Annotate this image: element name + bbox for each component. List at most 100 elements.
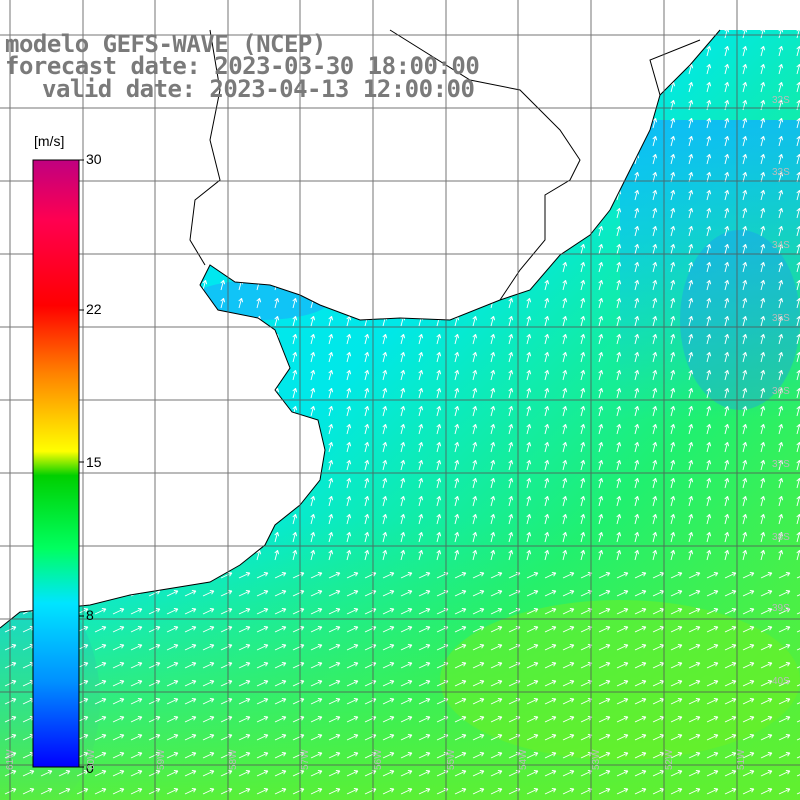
- wind-arrow: [112, 153, 118, 165]
- wind-arrow: [256, 477, 262, 489]
- wind-arrow: [220, 441, 226, 453]
- wind-arrow: [796, 626, 800, 633]
- colorbar-tick-label: 22: [86, 301, 102, 317]
- wind-arrow: [346, 351, 352, 363]
- wind-arrow: [688, 752, 701, 759]
- wind-arrow: [202, 441, 208, 453]
- wind-arrow: [4, 189, 10, 201]
- wind-arrow: [130, 549, 136, 561]
- wind-arrow: [400, 387, 406, 399]
- wind-arrow: [148, 495, 154, 507]
- wind-arrow: [130, 477, 136, 489]
- wind-arrow: [4, 423, 10, 435]
- wind-arrow: [670, 698, 683, 705]
- wind-arrow: [616, 261, 622, 273]
- wind-arrow: [166, 477, 172, 489]
- wind-arrow: [580, 261, 586, 273]
- wind-arrow: [778, 351, 784, 363]
- wind-arrow: [130, 333, 136, 345]
- wind-arrow: [328, 459, 334, 471]
- wind-arrow: [616, 351, 622, 363]
- wind-arrow: [148, 662, 161, 669]
- wind-arrow: [688, 135, 694, 147]
- wind-arrow: [400, 770, 413, 777]
- wind-arrow: [220, 351, 226, 363]
- wind-arrow: [22, 207, 28, 219]
- wind-arrow: [346, 423, 352, 435]
- wind-arrow: [274, 117, 280, 129]
- wind-arrow: [94, 495, 100, 507]
- wind-arrow: [148, 734, 161, 741]
- lat-label: 32S: [772, 95, 790, 106]
- wind-arrow: [778, 788, 791, 795]
- wind-arrow: [184, 608, 197, 615]
- wind-arrow: [292, 626, 305, 633]
- wind-arrow: [616, 770, 629, 777]
- wind-arrow: [526, 590, 539, 597]
- wind-arrow: [742, 45, 748, 57]
- wind-arrow: [490, 279, 496, 291]
- wind-arrow: [328, 30, 334, 39]
- wind-arrow: [166, 531, 172, 543]
- wind-arrow: [688, 531, 694, 543]
- wind-arrow: [778, 608, 791, 615]
- wind-arrow: [526, 608, 539, 615]
- wind-arrow: [328, 770, 341, 777]
- wind-arrow: [689, 10, 693, 20]
- wind-arrow: [544, 770, 557, 777]
- wind-arrow: [310, 117, 316, 129]
- wind-arrow: [166, 387, 172, 399]
- wind-arrow: [400, 117, 406, 129]
- wind-arrow: [184, 387, 190, 399]
- wind-arrow: [346, 531, 352, 543]
- wind-arrow: [418, 30, 424, 39]
- wind-arrow: [95, 10, 99, 20]
- wind-arrow: [472, 788, 485, 795]
- wind-arrow: [670, 30, 676, 39]
- wind-arrow: [328, 207, 334, 219]
- wind-arrow: [580, 531, 586, 543]
- wind-arrow: [562, 315, 568, 327]
- wind-arrow: [508, 369, 514, 381]
- wind-arrow: [454, 513, 460, 525]
- wind-arrow: [400, 572, 413, 579]
- wind-arrow: [634, 590, 647, 597]
- wind-arrow: [292, 279, 298, 291]
- wind-arrow: [526, 279, 532, 291]
- wind-arrow: [256, 572, 269, 579]
- wind-arrow: [670, 531, 676, 543]
- wind-arrow: [4, 441, 10, 453]
- wind-arrow: [4, 459, 10, 471]
- wind-arrow: [706, 788, 719, 795]
- wind-arrow: [598, 387, 604, 399]
- wind-arrow: [526, 333, 532, 345]
- wind-arrow: [112, 788, 125, 795]
- wind-arrow: [472, 608, 485, 615]
- wind-arrow: [292, 752, 305, 759]
- wind-arrow: [401, 10, 405, 20]
- wind-arrow: [364, 189, 370, 201]
- wind-arrow: [670, 680, 683, 687]
- wind-arrow: [238, 369, 244, 381]
- wind-arrow: [382, 698, 395, 705]
- wind-arrow: [328, 279, 334, 291]
- wind-arrow: [724, 351, 730, 363]
- wind-arrow: [256, 387, 262, 399]
- wind-arrow: [328, 734, 341, 741]
- wind-arrow: [418, 590, 431, 597]
- wind-arrow: [94, 626, 107, 633]
- wind-arrow: [400, 495, 406, 507]
- wind-arrow: [562, 99, 568, 111]
- wind-arrow: [112, 477, 118, 489]
- wind-arrow: [472, 315, 478, 327]
- wind-arrow: [454, 30, 460, 39]
- wind-arrow: [616, 459, 622, 471]
- lon-label: 60W: [86, 749, 97, 770]
- wind-arrow: [688, 171, 694, 183]
- wind-arrow: [634, 261, 640, 273]
- wind-arrow: [400, 189, 406, 201]
- wind-arrow: [490, 572, 503, 579]
- lat-label: 35S: [772, 313, 790, 324]
- wind-arrow: [346, 698, 359, 705]
- wind-arrow: [670, 513, 676, 525]
